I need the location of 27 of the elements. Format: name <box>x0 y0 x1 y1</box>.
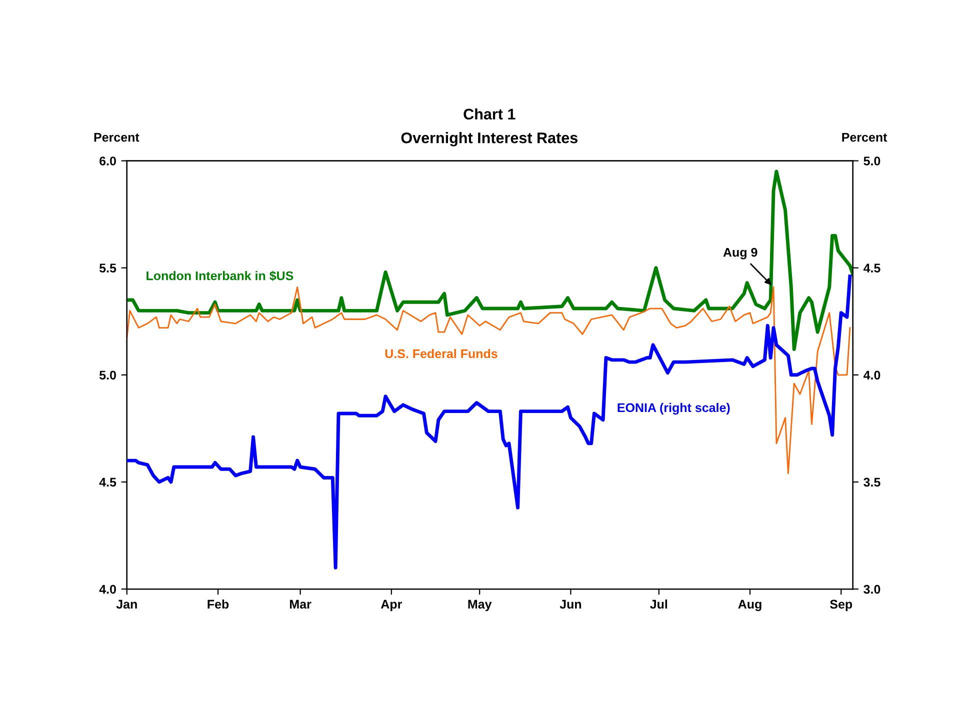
x-tick-label: Apr <box>380 600 402 612</box>
x-tick-label: Jun <box>560 600 582 609</box>
annotation: Aug 9 <box>723 248 758 260</box>
y-tick-label: 4.5 <box>99 478 116 487</box>
x-tick-label: May <box>468 600 492 612</box>
x-tick-label: Feb <box>208 599 229 609</box>
y-tick-label: 5.0 <box>99 370 116 380</box>
y-axis-title: Percent <box>94 133 140 142</box>
y-tick-label: 6.0 <box>100 156 116 166</box>
y2-tick-label: 3.0 <box>864 584 880 594</box>
chart-title: Chart 1 <box>464 108 516 120</box>
y2-tick-label: 5.0 <box>864 156 880 166</box>
y2-axis-title: Percent <box>842 133 888 142</box>
y2-tick-label: 4.5 <box>863 264 880 273</box>
y2-tick-label: 4.0 <box>863 370 880 380</box>
series-label: U.S. Federal Funds <box>385 348 498 358</box>
x-tick-label: Mar <box>290 600 312 609</box>
y-tick-label: 5.5 <box>99 264 116 273</box>
x-tick-label: Aug <box>738 600 762 612</box>
y2-tick-label: 3.5 <box>864 478 880 487</box>
chart-subtitle: Overnight Interest Rates <box>401 132 578 146</box>
y-tick-label: 4.0 <box>99 584 116 594</box>
series-label: EONIA (right scale) <box>618 402 730 415</box>
x-tick-label: Jan <box>116 600 137 609</box>
x-tick-label: Sep <box>830 600 852 612</box>
x-tick-label: Jul <box>650 599 668 609</box>
series-label: London Interbank in $US <box>146 270 294 282</box>
